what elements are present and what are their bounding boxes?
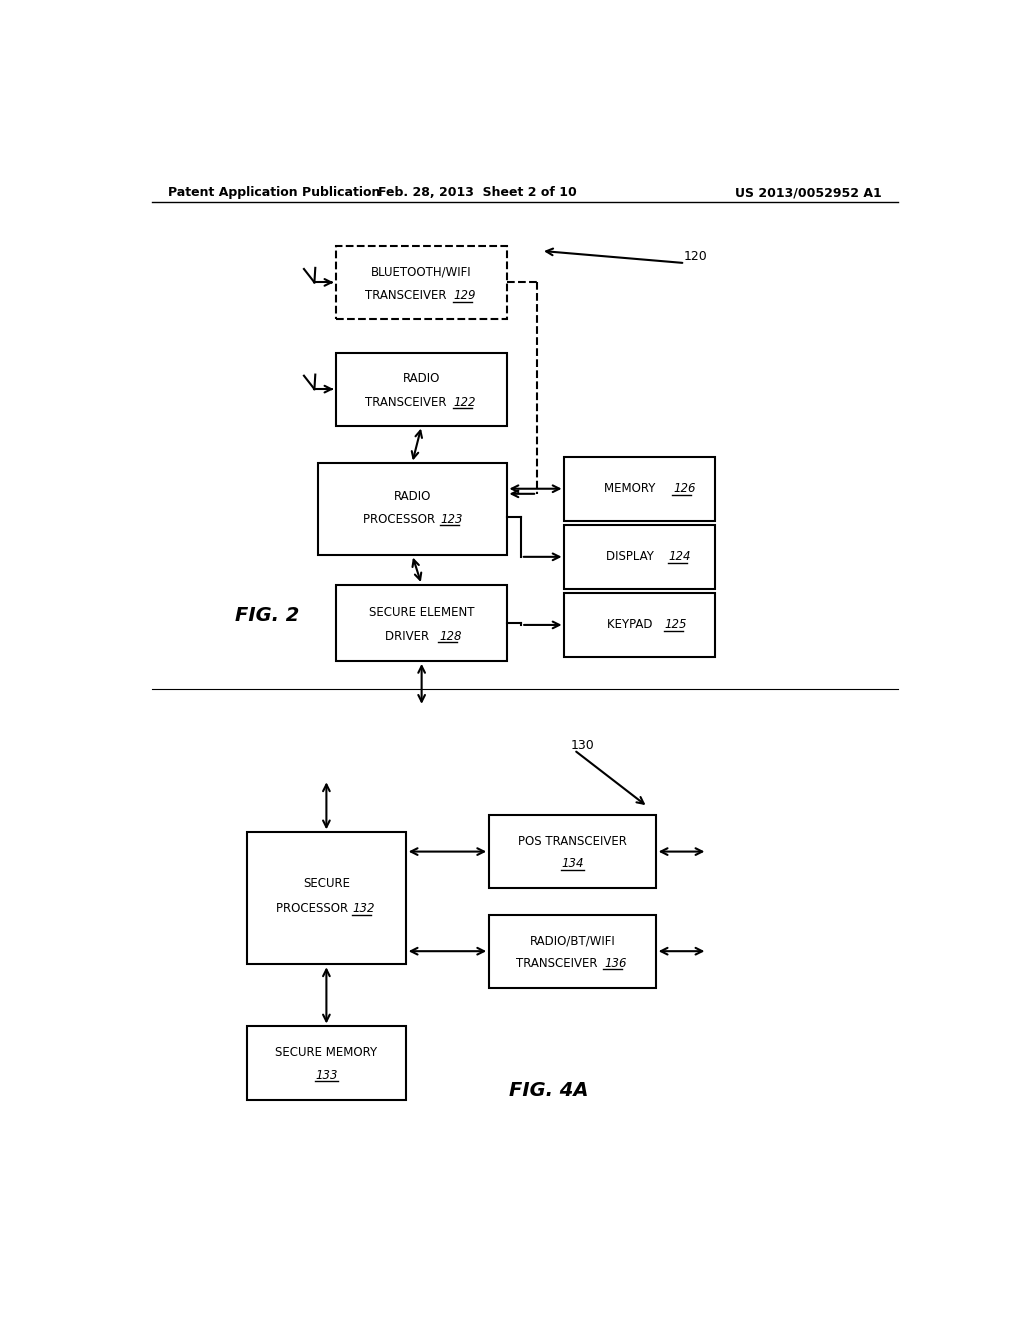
FancyBboxPatch shape bbox=[336, 246, 507, 319]
Text: 125: 125 bbox=[665, 619, 687, 631]
Text: 120: 120 bbox=[684, 251, 708, 264]
Text: RADIO: RADIO bbox=[403, 372, 440, 385]
Text: 124: 124 bbox=[669, 550, 691, 564]
Text: TRANSCEIVER: TRANSCEIVER bbox=[365, 396, 450, 409]
Text: KEYPAD: KEYPAD bbox=[607, 619, 656, 631]
Text: 129: 129 bbox=[454, 289, 476, 302]
Text: 123: 123 bbox=[440, 512, 463, 525]
FancyBboxPatch shape bbox=[489, 814, 655, 888]
Text: SECURE MEMORY: SECURE MEMORY bbox=[275, 1047, 378, 1060]
Text: TRANSCEIVER: TRANSCEIVER bbox=[515, 957, 601, 970]
FancyBboxPatch shape bbox=[317, 463, 507, 554]
Text: SECURE: SECURE bbox=[303, 876, 350, 890]
FancyBboxPatch shape bbox=[247, 1027, 406, 1100]
FancyBboxPatch shape bbox=[564, 525, 715, 589]
Text: SECURE ELEMENT: SECURE ELEMENT bbox=[369, 606, 474, 619]
Text: BLUETOOTH/WIFI: BLUETOOTH/WIFI bbox=[372, 265, 472, 279]
Text: 128: 128 bbox=[439, 630, 462, 643]
Text: 136: 136 bbox=[604, 957, 627, 970]
Text: 130: 130 bbox=[570, 739, 595, 752]
Text: PROCESSOR: PROCESSOR bbox=[364, 512, 439, 525]
Text: 122: 122 bbox=[454, 396, 476, 409]
FancyBboxPatch shape bbox=[489, 915, 655, 987]
Text: DRIVER: DRIVER bbox=[385, 630, 433, 643]
Text: Patent Application Publication: Patent Application Publication bbox=[168, 186, 380, 199]
Text: Feb. 28, 2013  Sheet 2 of 10: Feb. 28, 2013 Sheet 2 of 10 bbox=[378, 186, 577, 199]
FancyBboxPatch shape bbox=[564, 593, 715, 657]
FancyBboxPatch shape bbox=[564, 457, 715, 521]
Text: DISPLAY: DISPLAY bbox=[606, 550, 657, 564]
Text: RADIO: RADIO bbox=[393, 490, 431, 503]
Text: MEMORY: MEMORY bbox=[604, 482, 659, 495]
Text: US 2013/0052952 A1: US 2013/0052952 A1 bbox=[735, 186, 882, 199]
Text: PROCESSOR: PROCESSOR bbox=[275, 902, 351, 915]
Text: FIG. 4A: FIG. 4A bbox=[509, 1081, 589, 1100]
Text: 126: 126 bbox=[673, 482, 695, 495]
Text: FIG. 2: FIG. 2 bbox=[234, 606, 299, 626]
Text: 134: 134 bbox=[561, 857, 584, 870]
Text: 132: 132 bbox=[352, 902, 375, 915]
Text: 133: 133 bbox=[315, 1069, 338, 1081]
Text: RADIO/BT/WIFI: RADIO/BT/WIFI bbox=[529, 935, 615, 948]
FancyBboxPatch shape bbox=[336, 585, 507, 661]
FancyBboxPatch shape bbox=[336, 352, 507, 426]
Text: TRANSCEIVER: TRANSCEIVER bbox=[365, 289, 450, 302]
Text: POS TRANSCEIVER: POS TRANSCEIVER bbox=[518, 836, 627, 847]
FancyBboxPatch shape bbox=[247, 833, 406, 965]
